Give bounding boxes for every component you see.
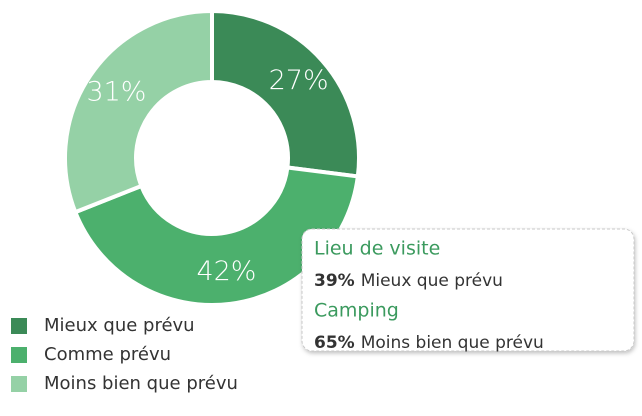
callout-text: Mieux que prévu — [361, 271, 503, 291]
legend-text: Mieux que prévu — [44, 315, 195, 336]
callout-box — [301, 228, 635, 352]
legend-swatch — [11, 347, 27, 363]
callout-title: Lieu de visite — [314, 238, 440, 260]
callout-text: Moins bien que prévu — [361, 333, 544, 353]
legend-text: Comme prévu — [44, 344, 171, 365]
callout-line: 65% Moins bien que prévu — [314, 333, 544, 353]
callout-title: Camping — [314, 300, 399, 322]
slice — [210, 8, 361, 179]
donut: 27% 42% 31% — [63, 8, 361, 307]
slice-label: 42% — [196, 256, 256, 287]
callout-value: 39% — [314, 271, 355, 291]
callout-value: 65% — [314, 333, 355, 353]
callout: Lieu de visite 39% Mieux que prévu Camping 6… — [301, 228, 635, 353]
slice — [63, 8, 214, 215]
slice-label: 31% — [86, 77, 146, 108]
legend: Mieux que prévu Comme prévu Moins bien que… — [11, 315, 238, 394]
legend-swatch — [11, 376, 27, 392]
slice-label: 27% — [269, 65, 329, 96]
callout-line: 39% Mieux que prévu — [314, 271, 503, 291]
legend-swatch — [11, 318, 27, 334]
legend-text: Moins bien que prévu — [44, 373, 238, 394]
